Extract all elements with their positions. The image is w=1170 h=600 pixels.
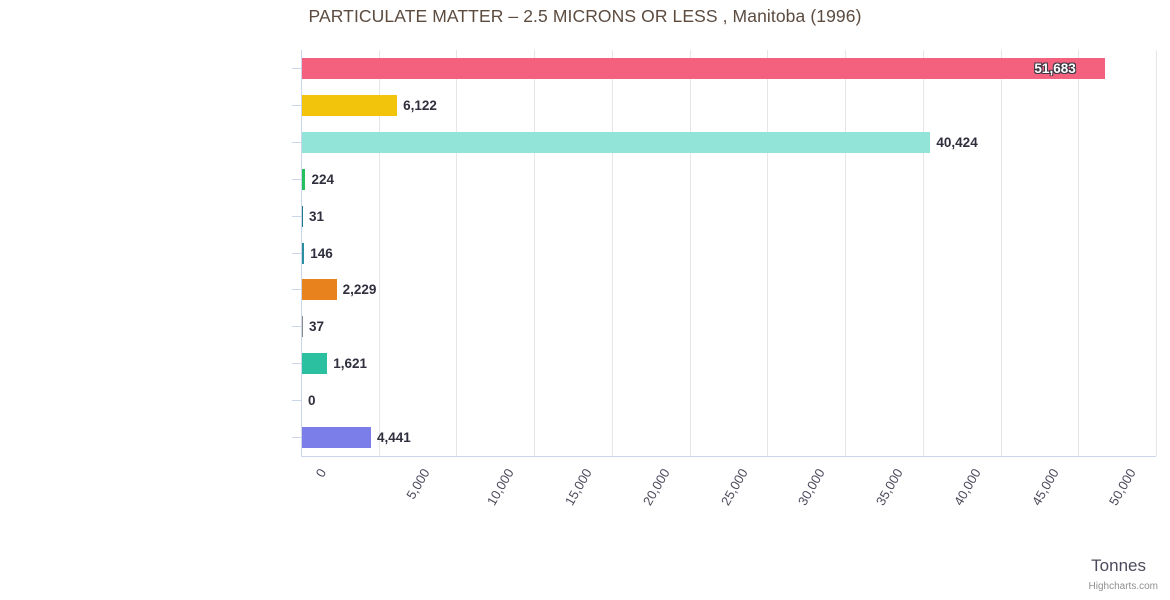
gridline bbox=[611, 50, 613, 456]
gridline bbox=[845, 50, 847, 456]
bar-row: Paints and Solvents0 bbox=[292, 382, 1156, 419]
gridline bbox=[767, 50, 769, 456]
y-axis-tick bbox=[292, 104, 301, 106]
x-axis-tick-label: 35,000 bbox=[872, 466, 906, 508]
bar[interactable] bbox=[302, 242, 305, 264]
x-axis-tick-label: 0 bbox=[312, 466, 330, 480]
y-axis-tick bbox=[292, 289, 301, 291]
bar-value-label: 0 bbox=[308, 393, 316, 409]
y-axis-tick bbox=[292, 215, 301, 217]
bar-value-label: 2,229 bbox=[342, 282, 377, 298]
x-axis-tick-label: 25,000 bbox=[717, 466, 751, 508]
bar-row: Incineration and Waste Sources146 bbox=[292, 235, 1156, 272]
x-axis-tick-label: 40,000 bbox=[950, 466, 984, 508]
bar-row: Commercial/Residential/Institutional6,12… bbox=[292, 87, 1156, 124]
x-axis-title: Tonnes bbox=[1091, 556, 1146, 575]
y-axis-tick bbox=[292, 252, 301, 254]
bar-row: Ores and Mineral Industries1,621 bbox=[292, 345, 1156, 382]
gridline bbox=[1000, 50, 1002, 456]
bar-value-label: 51,683 bbox=[1034, 61, 1076, 76]
bar[interactable] bbox=[302, 168, 306, 190]
bar-value-label: 146 bbox=[310, 245, 333, 261]
y-axis-tick bbox=[292, 178, 301, 180]
bar-value-label: 6,122 bbox=[403, 97, 437, 113]
chart-title: PARTICULATE MATTER – 2.5 MICRONS OR LESS… bbox=[308, 6, 862, 26]
bar-value-label: 224 bbox=[311, 171, 334, 187]
bar-row: Electric Power Generation (Utilities)224 bbox=[292, 161, 1156, 198]
x-axis-tick-label: 20,000 bbox=[639, 466, 673, 508]
gridline bbox=[922, 50, 924, 456]
x-axis-tick-label: 15,000 bbox=[562, 466, 595, 508]
gridline bbox=[1156, 50, 1157, 456]
y-axis-tick bbox=[292, 326, 301, 328]
y-axis-tick bbox=[292, 363, 301, 365]
x-axis-tick-label: 45,000 bbox=[1028, 466, 1062, 508]
bar-row: Oil and Gas Industry37 bbox=[292, 308, 1156, 345]
y-axis-tick bbox=[292, 141, 301, 143]
y-axis-tick bbox=[292, 400, 301, 402]
bar[interactable] bbox=[302, 94, 398, 116]
plot-area: Agriculture51,683Commercial/Residential/… bbox=[292, 50, 1157, 457]
highcharts-credit[interactable]: Highcharts.com bbox=[1088, 581, 1158, 592]
bar-row: Fires31 bbox=[292, 198, 1156, 235]
y-axis-tick bbox=[292, 68, 301, 69]
y-axis-tick bbox=[292, 437, 301, 439]
x-axis-tick-label: 5,000 bbox=[402, 466, 433, 502]
bar-row: Agriculture51,683 bbox=[292, 50, 1156, 87]
gridlines bbox=[301, 50, 1157, 456]
bar-value-label: 31 bbox=[309, 208, 325, 224]
bar[interactable] bbox=[302, 58, 1106, 79]
bar-row: Transportation and Mobile Equipment4,441 bbox=[292, 419, 1156, 456]
bar-value-label: 1,621 bbox=[333, 356, 367, 372]
x-axis-line bbox=[301, 456, 1156, 457]
bar[interactable] bbox=[302, 279, 337, 301]
bar[interactable] bbox=[302, 353, 328, 375]
bar-row: Dust40,424 bbox=[292, 124, 1156, 161]
bar[interactable] bbox=[302, 205, 303, 227]
bar[interactable] bbox=[302, 131, 931, 153]
gridline bbox=[378, 50, 380, 456]
bar-value-label: 37 bbox=[309, 319, 325, 335]
x-axis-tick-label: 50,000 bbox=[1106, 466, 1140, 508]
x-axis-tick-label: 10,000 bbox=[484, 466, 518, 508]
gridline bbox=[456, 50, 458, 456]
bar[interactable] bbox=[302, 316, 303, 338]
x-axis-tick-label: 30,000 bbox=[795, 466, 829, 508]
bar-series: Agriculture51,683Commercial/Residential/… bbox=[292, 50, 1156, 456]
bar-value-label: 40,424 bbox=[936, 134, 978, 150]
bar-row: Manufacturing2,229 bbox=[292, 271, 1156, 308]
gridline bbox=[689, 50, 691, 456]
y-axis-line bbox=[301, 50, 302, 456]
gridline bbox=[1078, 50, 1080, 456]
bar-value-label: 4,441 bbox=[377, 430, 411, 446]
bar[interactable] bbox=[302, 427, 372, 449]
gridline bbox=[534, 50, 536, 456]
